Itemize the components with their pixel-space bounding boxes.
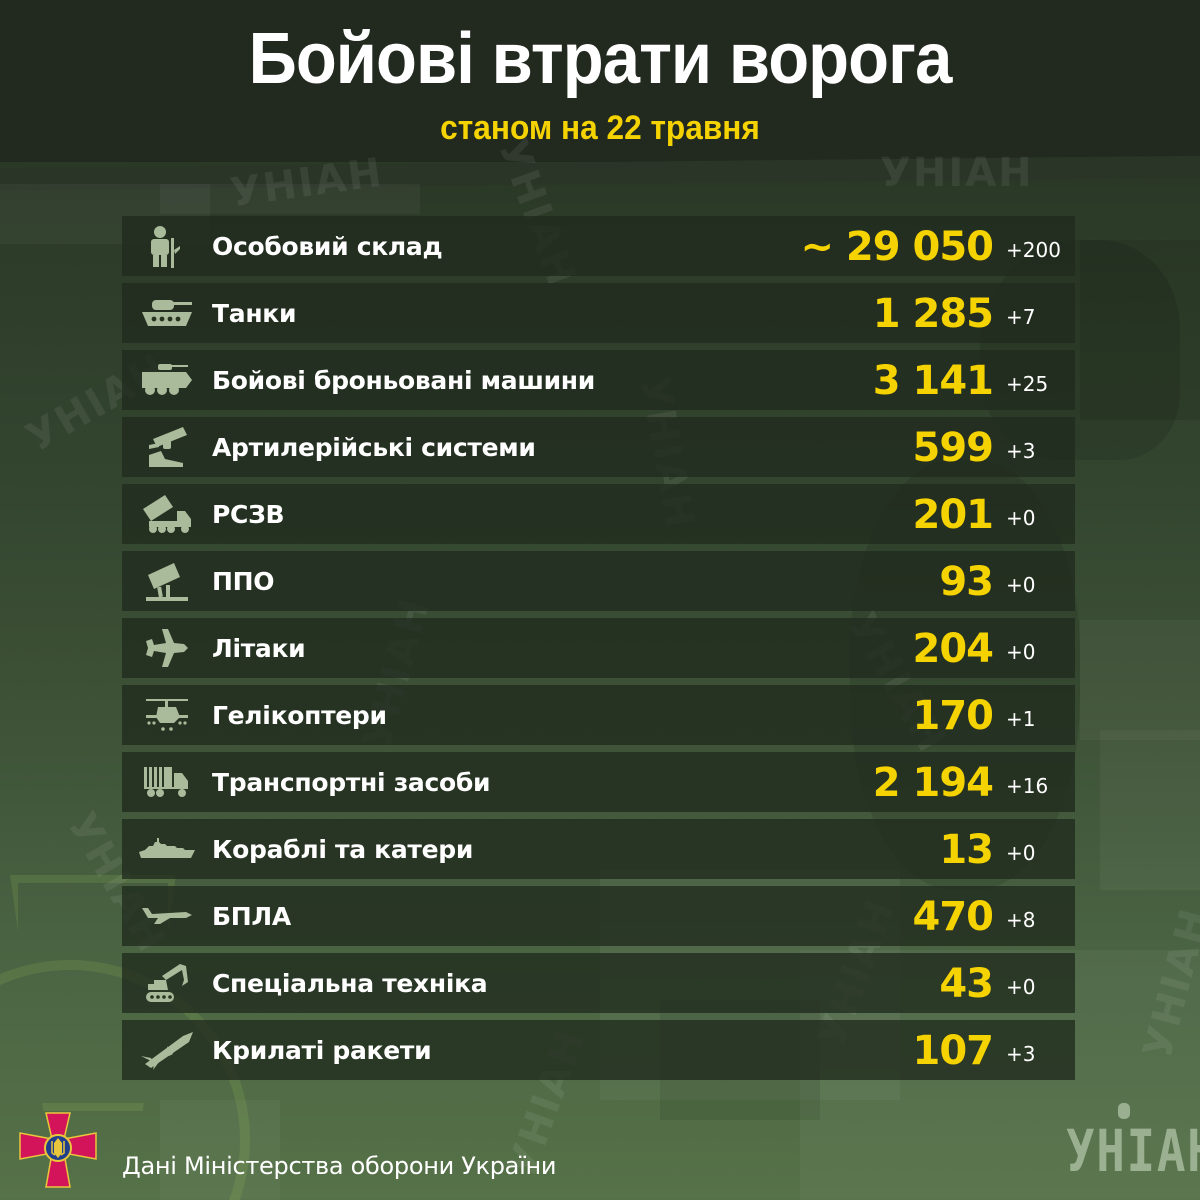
row-delta: +8 — [1006, 908, 1036, 932]
row-delta: +200 — [1006, 238, 1061, 262]
row-value: 93 — [939, 559, 994, 605]
table-row: Крилаті ракети 107 +3 — [122, 1020, 1075, 1080]
losses-table: Особовий склад ~ 29 050 +200 Танки 1 285… — [122, 216, 1075, 1087]
armored-vehicle-icon — [122, 350, 212, 410]
row-value: 43 — [939, 961, 994, 1007]
table-row: Танки 1 285 +7 — [122, 283, 1075, 343]
table-row: РСЗВ 201 +0 — [122, 484, 1075, 544]
row-delta: +0 — [1006, 975, 1036, 999]
row-label: Літаки — [212, 633, 306, 663]
row-delta: +0 — [1006, 506, 1036, 530]
row-delta: +3 — [1006, 1042, 1036, 1066]
row-value: 170 — [912, 693, 994, 739]
row-value: 2 194 — [872, 760, 994, 806]
helicopter-icon — [122, 685, 212, 745]
table-row: ППО 93 +0 — [122, 551, 1075, 611]
unian-mark-icon — [1118, 1103, 1130, 1119]
row-delta: +7 — [1006, 305, 1036, 329]
truck-icon — [122, 752, 212, 812]
air-defense-icon — [122, 551, 212, 611]
row-value: 201 — [912, 492, 994, 538]
watermark-text: УНІАН — [1134, 902, 1200, 1064]
row-value: ~ 29 050 — [800, 224, 994, 270]
row-delta: +16 — [1006, 774, 1049, 798]
row-label: Особовий склад — [212, 231, 443, 261]
ministry-of-defense-emblem-icon — [18, 1111, 98, 1196]
row-label: Артилерійські системи — [212, 432, 536, 462]
table-row: Кораблі та катери 13 +0 — [122, 819, 1075, 879]
soldier-icon — [122, 216, 212, 276]
excavator-icon — [122, 953, 212, 1013]
row-value: 599 — [912, 425, 994, 471]
row-delta: +0 — [1006, 841, 1036, 865]
row-label: Крилаті ракети — [212, 1035, 432, 1065]
mlrs-icon — [122, 484, 212, 544]
row-label: ППО — [212, 566, 275, 596]
table-row: БПЛА 470 +8 — [122, 886, 1075, 946]
header-band-shadow — [0, 155, 1200, 191]
row-label: Бойові броньовані машини — [212, 365, 595, 395]
row-label: Гелікоптери — [212, 700, 387, 730]
page-subtitle-date: станом на 22 травня — [440, 109, 760, 147]
row-delta: +0 — [1006, 573, 1036, 597]
row-label: РСЗВ — [212, 499, 285, 529]
unian-logo: УНІАН — [1066, 1103, 1200, 1181]
row-label: Танки — [212, 298, 297, 328]
row-delta: +3 — [1006, 439, 1036, 463]
page-title: Бойові втрати ворога — [248, 19, 953, 99]
artillery-icon — [122, 417, 212, 477]
source-attribution: Дані Міністерства оборони України — [122, 1152, 557, 1180]
watermark-text: УНІАН — [227, 149, 387, 217]
row-value: 13 — [939, 827, 994, 873]
row-value: 107 — [912, 1028, 994, 1074]
table-row: Артилерійські системи 599 +3 — [122, 417, 1075, 477]
drone-icon — [122, 886, 212, 946]
row-label: БПЛА — [212, 901, 291, 931]
warship-icon — [122, 819, 212, 879]
unian-wordmark: УНІАН — [1066, 1117, 1200, 1185]
table-row: Гелікоптери 170 +1 — [122, 685, 1075, 745]
row-label: Спеціальна техніка — [212, 968, 488, 998]
fighter-jet-icon — [122, 618, 212, 678]
row-value: 1 285 — [872, 291, 994, 337]
table-row: Транспортні засоби 2 194 +16 — [122, 752, 1075, 812]
row-delta: +0 — [1006, 640, 1036, 664]
table-row: Літаки 204 +0 — [122, 618, 1075, 678]
row-delta: +1 — [1006, 707, 1036, 731]
row-label: Транспортні засоби — [212, 767, 491, 797]
row-value: 3 141 — [872, 358, 994, 404]
table-row: Особовий склад ~ 29 050 +200 — [122, 216, 1075, 276]
watermark-text: УНІАН — [880, 150, 1034, 196]
tank-icon — [122, 283, 212, 343]
row-value: 204 — [912, 626, 994, 672]
row-value: 470 — [912, 894, 994, 940]
table-row: Бойові броньовані машини 3 141 +25 — [122, 350, 1075, 410]
row-label: Кораблі та катери — [212, 834, 474, 864]
row-delta: +25 — [1006, 372, 1049, 396]
cruise-missile-icon — [122, 1020, 212, 1080]
table-row: Спеціальна техніка 43 +0 — [122, 953, 1075, 1013]
